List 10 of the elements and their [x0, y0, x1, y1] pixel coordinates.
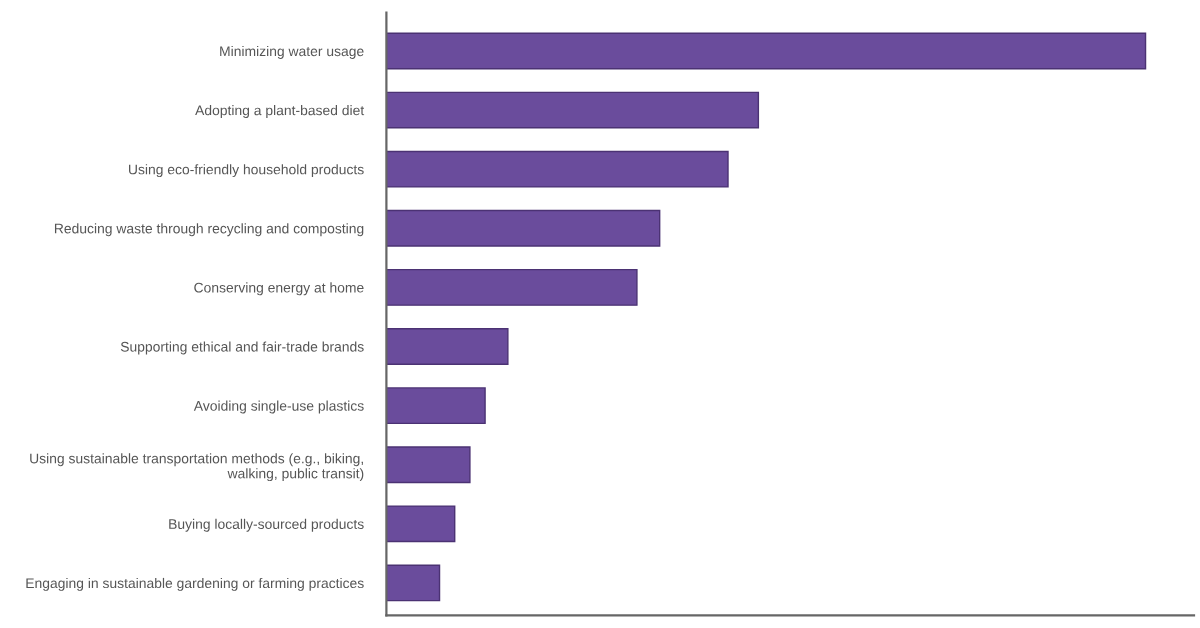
bar: [386, 446, 471, 484]
bar: [386, 505, 456, 543]
bar: [386, 209, 661, 247]
bar: [386, 328, 509, 365]
bar: [386, 268, 638, 306]
bar: [386, 387, 486, 425]
bar: [386, 32, 1147, 70]
bar: [386, 150, 729, 188]
bar: [386, 564, 441, 602]
bar: [386, 91, 760, 129]
